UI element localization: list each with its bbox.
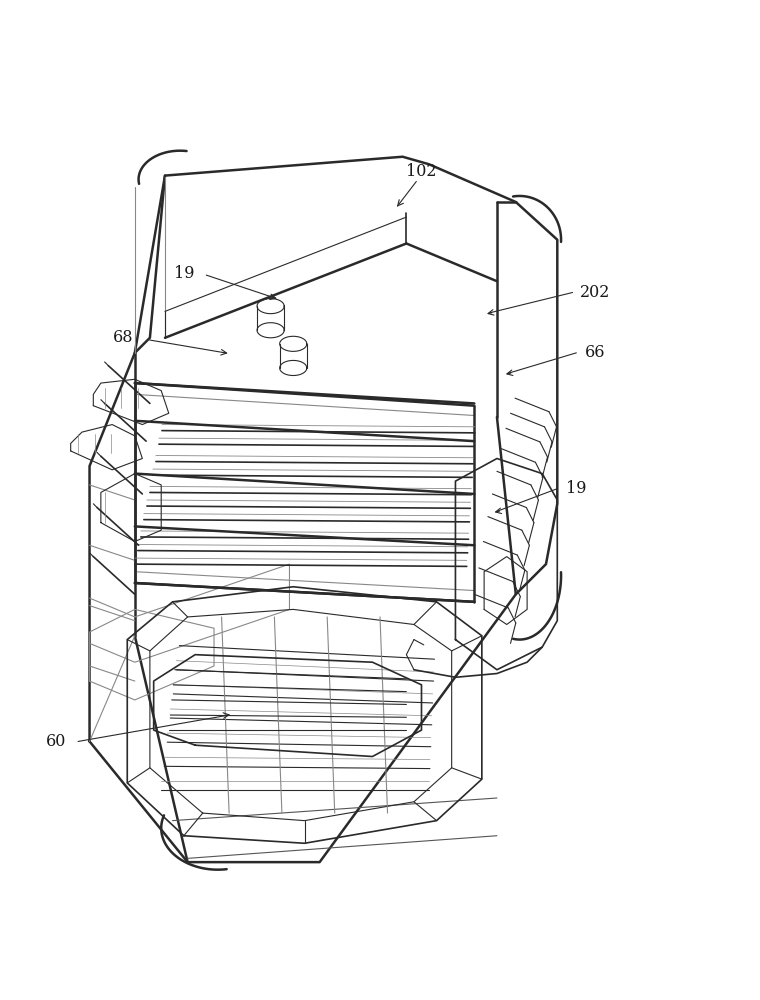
Text: 202: 202 bbox=[580, 284, 610, 301]
Text: 102: 102 bbox=[407, 163, 437, 180]
Text: 19: 19 bbox=[566, 480, 587, 497]
Text: 68: 68 bbox=[113, 329, 134, 346]
Text: 66: 66 bbox=[584, 344, 605, 361]
Text: 60: 60 bbox=[46, 733, 66, 750]
Text: 19: 19 bbox=[173, 265, 194, 282]
